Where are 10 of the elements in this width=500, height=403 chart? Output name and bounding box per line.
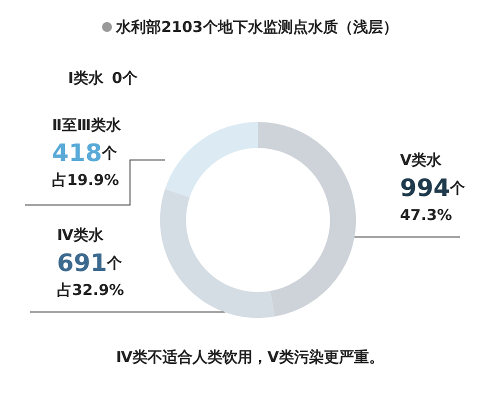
text: Ⅳ类不适合人类饮用，Ⅴ类污染更严重。 — [114, 348, 386, 367]
category-label: Ⅰ类水 — [68, 69, 104, 87]
text: 0个 — [112, 69, 138, 87]
slice-label: Ⅴ类水 — [400, 151, 443, 169]
data-label: 691个占32.9% — [57, 249, 124, 299]
slice-label: Ⅱ至Ⅲ类水 — [52, 116, 122, 134]
chart-title: 水利部2103个地下水监测点水质（浅层） — [116, 18, 398, 36]
slice-label: Ⅳ类水 — [57, 226, 104, 244]
data-label: 418个占19.9% — [52, 139, 120, 189]
data-label: 994个47.3% — [400, 174, 466, 224]
